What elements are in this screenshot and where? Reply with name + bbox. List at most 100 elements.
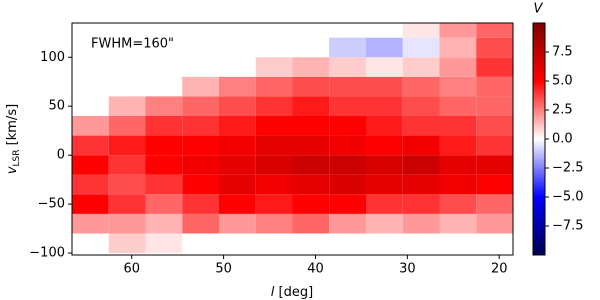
heatmap-cell xyxy=(219,115,256,136)
heatmap-cell xyxy=(108,174,146,195)
heatmap-cell xyxy=(476,174,513,195)
heatmap-cell xyxy=(439,37,477,58)
heatmap-cell xyxy=(329,76,366,97)
x-tick-label: 60 xyxy=(123,262,140,277)
colorbar-tick-label: −7.5 xyxy=(552,219,584,234)
heatmap-cell xyxy=(402,194,440,214)
x-tick-label: 30 xyxy=(399,262,416,277)
heatmap-cell xyxy=(439,155,477,175)
heatmap-cell xyxy=(329,37,366,58)
colorbar-tick-label: 2.5 xyxy=(552,103,573,118)
heatmap-cell xyxy=(439,96,477,116)
heatmap-cell xyxy=(255,213,293,234)
heatmap-cell xyxy=(292,115,330,136)
heatmap-cell xyxy=(72,213,109,234)
heatmap-cell xyxy=(366,174,403,195)
colorbar-tick-label: −5.0 xyxy=(552,190,584,205)
y-tick-label: 100 xyxy=(40,50,65,65)
heatmap-cell xyxy=(255,135,293,156)
heatmap-cell xyxy=(292,135,330,156)
colorbar-tick-label: −2.5 xyxy=(552,161,584,176)
heatmap-cell xyxy=(145,155,183,175)
heatmap-cell xyxy=(402,57,440,77)
y-label-subscript: LSR xyxy=(12,149,22,166)
heatmap-cell xyxy=(72,115,109,136)
colorbar xyxy=(532,22,546,256)
heatmap-cell xyxy=(182,135,219,156)
heatmap-cell xyxy=(145,115,183,136)
heatmap-cell xyxy=(439,76,477,97)
heatmap-cell xyxy=(402,174,440,195)
heatmap-cell xyxy=(439,115,477,136)
heatmap-cell xyxy=(108,155,146,175)
heatmap-cell xyxy=(439,213,477,234)
x-tick-label: 20 xyxy=(491,262,508,277)
heatmap-cell xyxy=(402,76,440,97)
colorbar-tick-label: 7.5 xyxy=(552,45,573,60)
heatmap-cell xyxy=(145,96,183,116)
heatmap-cell xyxy=(219,213,256,234)
heatmap-cell xyxy=(182,213,219,234)
heatmap-cell xyxy=(108,115,146,136)
heatmap-cell xyxy=(476,155,513,175)
y-tick-label: 0 xyxy=(57,148,65,163)
heatmap-cell xyxy=(145,194,183,214)
heatmap-cell xyxy=(145,135,183,156)
heatmap-cell xyxy=(219,96,256,116)
plot-frame xyxy=(71,22,514,256)
heatmap-cell xyxy=(145,233,183,254)
x-tick-label: 40 xyxy=(307,262,324,277)
y-tick-label: −100 xyxy=(29,246,65,261)
heatmap-cell xyxy=(366,96,403,116)
heatmap-cell xyxy=(402,213,440,234)
heatmap-cell xyxy=(329,96,366,116)
heatmap-cell xyxy=(439,57,477,77)
heatmap-cell xyxy=(329,174,366,195)
heatmap-cell xyxy=(219,135,256,156)
heatmap-cell xyxy=(145,213,183,234)
x-label-unit: [deg] xyxy=(279,285,314,300)
y-label-symbol: v xyxy=(5,166,20,174)
heatmap-cell xyxy=(329,213,366,234)
heatmap-cell xyxy=(108,96,146,116)
heatmap-cell xyxy=(72,194,109,214)
colorbar-tick-label: 5.0 xyxy=(552,74,573,89)
heatmap-cell xyxy=(255,194,293,214)
heatmap-cell xyxy=(439,23,477,38)
heatmap-cell xyxy=(476,23,513,38)
heatmap-cell xyxy=(476,57,513,77)
heatmap-cell xyxy=(255,115,293,136)
heatmap-cell xyxy=(366,76,403,97)
heatmap-cell xyxy=(292,57,330,77)
heatmap-cell xyxy=(182,174,219,195)
heatmap-cell xyxy=(255,96,293,116)
heatmap-cell xyxy=(182,115,219,136)
y-label-unit: [km/s] xyxy=(5,104,20,146)
x-label-symbol: l xyxy=(271,285,275,300)
heatmap-cell xyxy=(329,115,366,136)
heatmap-cell xyxy=(255,174,293,195)
heatmap-cell xyxy=(292,174,330,195)
heatmap-cell xyxy=(292,213,330,234)
heatmap-cell xyxy=(366,194,403,214)
heatmap-cell xyxy=(108,194,146,214)
heatmap-cell xyxy=(292,155,330,175)
heatmap-cell xyxy=(366,57,403,77)
heatmap-cell xyxy=(402,23,440,38)
heatmap-cell xyxy=(329,135,366,156)
heatmap xyxy=(72,23,513,254)
heatmap-cell xyxy=(402,115,440,136)
x-tick-label: 50 xyxy=(215,262,232,277)
heatmap-cell xyxy=(255,57,293,77)
heatmap-cell xyxy=(476,194,513,214)
heatmap-cell xyxy=(476,213,513,234)
heatmap-cell xyxy=(182,76,219,97)
heatmap-cell xyxy=(402,37,440,58)
heatmap-cell xyxy=(219,194,256,214)
heatmap-cell xyxy=(108,213,146,234)
heatmap-cell xyxy=(219,155,256,175)
heatmap-cell xyxy=(108,233,146,254)
heatmap-cell xyxy=(72,174,109,195)
